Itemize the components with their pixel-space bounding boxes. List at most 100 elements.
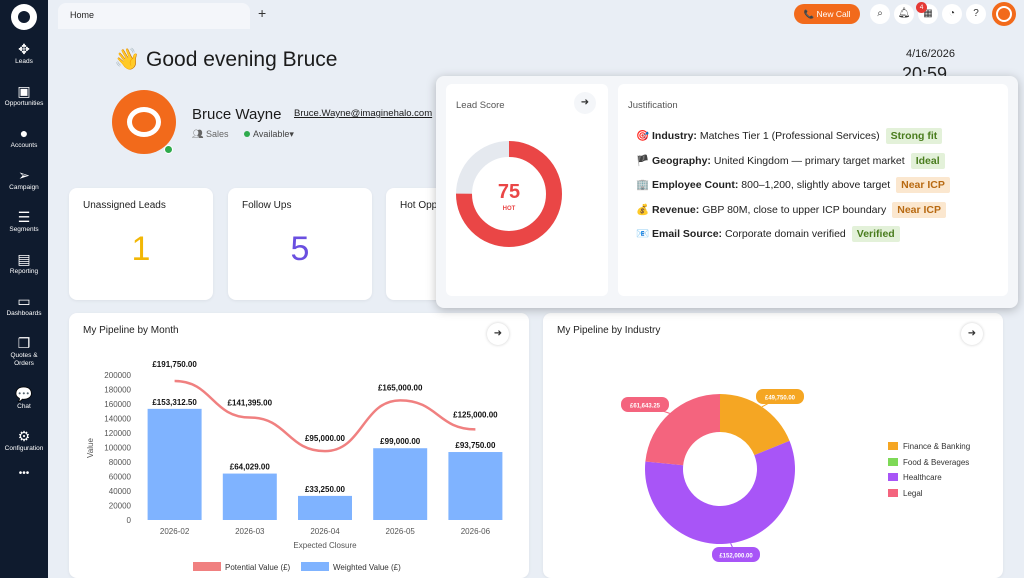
fit-badge: Near ICP — [896, 177, 950, 193]
row-key: Industry: — [652, 130, 697, 142]
sidebar-item-dashboards[interactable]: ▭ Dashboards — [0, 292, 48, 318]
pie-slice[interactable] — [720, 394, 790, 456]
fit-badge: Verified — [851, 226, 900, 242]
justification-title: Justification — [628, 100, 678, 111]
sidebar-item-quotes-orders[interactable]: ❐ Quotes & Orders — [0, 334, 48, 368]
justification-card: Justification 🎯 Industry: Matches Tier 1… — [618, 84, 1008, 296]
line-potential-value[interactable] — [174, 379, 476, 453]
bar-data-label: £64,029.00 — [230, 463, 271, 472]
fit-badge: Near ICP — [892, 201, 947, 218]
bar-weighted-value[interactable] — [222, 473, 277, 520]
justification-row: 📧 Email Source: Corporate domain verifie… — [636, 226, 900, 242]
line-data-label: £141,395.00 — [228, 398, 273, 407]
navigate-arrow-icon[interactable]: ➜ — [961, 323, 983, 345]
person-icon: ● — [19, 125, 29, 141]
slice-label: £152,000.00 — [719, 554, 753, 560]
document-icon: ▤ — [17, 251, 31, 267]
x-tick-label: 2026-05 — [386, 527, 416, 536]
bar-data-label: £99,000.00 — [380, 437, 421, 446]
stat-title: Follow Ups — [242, 200, 292, 211]
sidebar-item-more[interactable]: ••• — [0, 469, 48, 479]
pie-slice[interactable] — [645, 440, 795, 544]
legend-label: Legal — [903, 488, 923, 498]
user-avatar[interactable] — [992, 2, 1016, 26]
online-indicator — [164, 145, 173, 154]
y-tick-label: 140000 — [104, 415, 131, 424]
bar-weighted-value[interactable] — [448, 452, 503, 520]
sidebar-item-leads[interactable]: ✥ Leads — [0, 40, 48, 66]
y-tick-label: 80000 — [109, 458, 132, 467]
profile-email[interactable]: Bruce.Wayne@imaginehalo.com — [294, 108, 433, 119]
legend-item[interactable]: Finance & Banking — [888, 442, 970, 451]
profile-role: 👥︎ Sales — [192, 129, 229, 139]
status-dot — [244, 131, 250, 137]
bar-data-label: £153,312.50 — [152, 398, 197, 407]
row-icon: 🎯 — [636, 130, 650, 142]
navigate-arrow-icon[interactable]: ➜ — [574, 92, 596, 114]
row-icon: 📧 — [636, 228, 650, 240]
gauge-fill — [456, 141, 562, 247]
stat-value: 5 — [290, 230, 310, 268]
row-text: Matches Tier 1 (Professional Services) — [699, 130, 880, 142]
greeting: 👋 Good evening Bruce — [114, 48, 338, 71]
x-axis-label: Expected Closure — [293, 541, 357, 550]
sidebar-item-campaign[interactable]: ➢ Campaign — [0, 166, 48, 192]
rss-icon[interactable]: ◔ — [942, 4, 962, 24]
bar-weighted-value[interactable] — [147, 408, 202, 520]
help-icon[interactable]: ? — [966, 4, 986, 24]
row-text: United Kingdom — primary target market — [713, 154, 905, 167]
y-tick-label: 20000 — [109, 502, 132, 511]
stat-title: Hot Opportunities — [400, 200, 446, 211]
fit-badge: Strong fit — [885, 128, 943, 144]
sidebar-item-accounts[interactable]: ● Accounts — [0, 124, 48, 150]
money-icon: ▣ — [17, 83, 31, 99]
stat-card-unassigned-leads[interactable]: Unassigned Leads 1 — [69, 188, 213, 300]
slice-label: £49,750.00 — [765, 396, 796, 402]
justification-row: 💰 Revenue: GBP 80M, close to upper ICP b… — [636, 201, 947, 218]
crosshair-icon: ✥ — [18, 41, 30, 57]
app-logo[interactable] — [11, 4, 37, 30]
sidebar-item-reporting[interactable]: ▤ Reporting — [0, 250, 48, 276]
monitor-icon: ▭ — [17, 293, 31, 309]
x-tick-label: 2026-04 — [310, 527, 340, 536]
navigate-arrow-icon[interactable]: ➜ — [487, 323, 509, 345]
legend-item[interactable]: Food & Beverages — [888, 457, 970, 467]
sidebar-item-chat[interactable]: 💬 Chat — [0, 385, 48, 411]
lead-score-label: HOT — [503, 206, 516, 212]
bell-icon[interactable]: 🔔︎ — [894, 4, 914, 24]
legend-swatch — [301, 562, 329, 571]
legend-item[interactable]: Legal — [888, 488, 923, 498]
sidebar-item-opportunities[interactable]: ▣ Opportunities — [0, 82, 48, 108]
legend-label: Food & Beverages — [903, 457, 970, 467]
sidebar-item-configuration[interactable]: ⚙ Configuration — [0, 427, 48, 453]
pie-slice[interactable] — [645, 394, 720, 466]
x-tick-label: 2026-06 — [461, 527, 491, 536]
lead-score-popup: Lead Score ➜ 75 HOT Justification 🎯 Indu… — [436, 76, 1018, 308]
sidebar-item-segments[interactable]: ☰ Segments — [0, 208, 48, 234]
caret-down-icon: ▾ — [289, 129, 294, 139]
bar-weighted-value[interactable] — [298, 495, 352, 520]
current-date: 4/16/2026 — [906, 48, 955, 60]
status-dropdown[interactable]: Available▾ — [244, 129, 294, 140]
new-call-button[interactable]: 📞 New Call — [794, 4, 860, 24]
lead-score-gauge: 75 HOT — [456, 141, 562, 247]
chat-icon: 💬 — [15, 386, 33, 402]
search-icon[interactable]: ⌕ — [870, 4, 890, 24]
wave-icon: 👋 — [114, 48, 141, 71]
row-icon: 🏴 — [636, 154, 650, 167]
legend-swatch — [888, 473, 898, 481]
add-tab-button[interactable]: + — [258, 5, 267, 21]
bar-weighted-value[interactable] — [373, 448, 428, 520]
row-key: Geography: — [652, 154, 711, 167]
legend-item[interactable]: Healthcare — [888, 473, 942, 482]
legend-label: Weighted Value (£) — [333, 563, 401, 572]
y-tick-label: 60000 — [109, 473, 132, 482]
x-tick-label: 2026-03 — [235, 527, 265, 536]
stat-value: 1 — [131, 230, 151, 268]
y-axis-label: Value — [86, 438, 95, 458]
row-text: 800–1,200, slightly above target — [741, 179, 891, 191]
stat-card-follow-ups[interactable]: Follow Ups 5 — [228, 188, 372, 300]
quote-icon: ❐ — [17, 335, 31, 351]
tab-home[interactable]: Home — [58, 3, 250, 29]
lead-score-title: Lead Score — [456, 100, 505, 111]
